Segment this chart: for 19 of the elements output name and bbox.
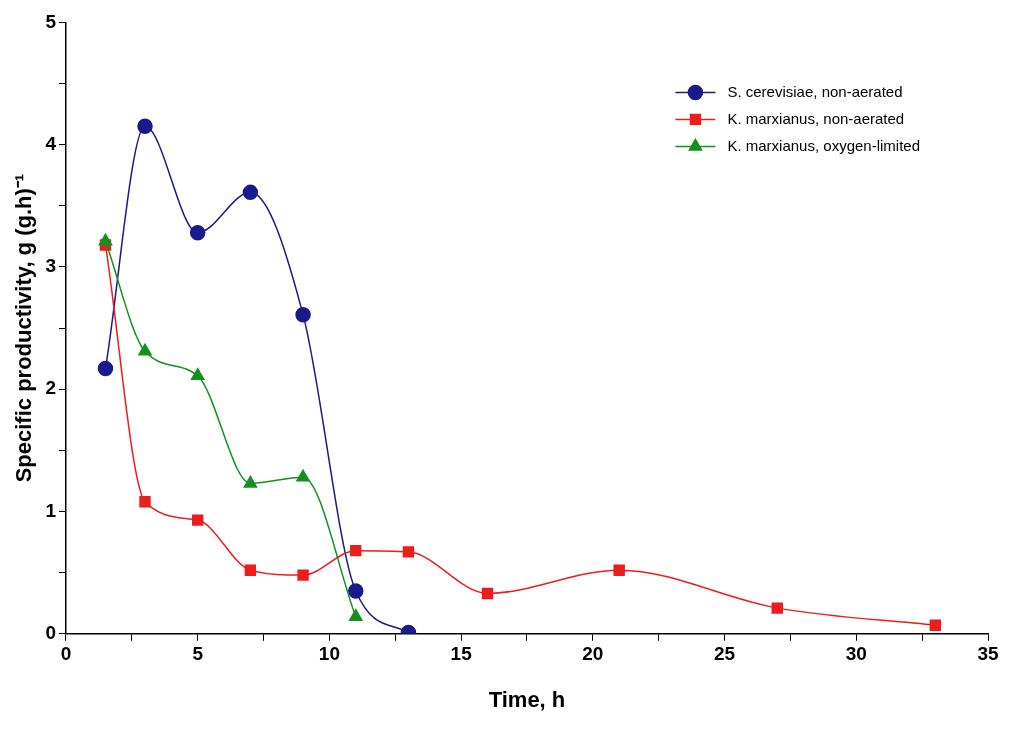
x-tick-label: 25	[713, 643, 736, 665]
y-tick-label: 2	[45, 377, 56, 399]
x-tick-label: 15	[450, 643, 473, 665]
x-tick-label: 0	[60, 643, 72, 665]
x-tick-label: 20	[582, 643, 604, 665]
y-tick-label: 3	[45, 255, 56, 277]
y-axis-title: Specific productivity, g (g.h)⁻¹	[11, 173, 37, 483]
y-tick-label: 5	[45, 10, 57, 32]
y-tick-label: 1	[45, 499, 57, 521]
x-axis-title: Time, h	[488, 686, 566, 712]
x-tick-label: 30	[845, 643, 867, 665]
legend-label: S. cerevisiae, non-aerated	[727, 82, 903, 100]
x-tick-label: 35	[977, 643, 999, 665]
legend-label: K. marxianus, oxygen-limited	[727, 136, 920, 154]
y-tick-label: 0	[45, 622, 56, 644]
x-tick-label: 10	[318, 643, 340, 665]
x-tick-label: 5	[192, 643, 204, 665]
legend-label: K. marxianus, non-aerated	[727, 109, 905, 127]
y-tick-label: 4	[45, 132, 57, 154]
